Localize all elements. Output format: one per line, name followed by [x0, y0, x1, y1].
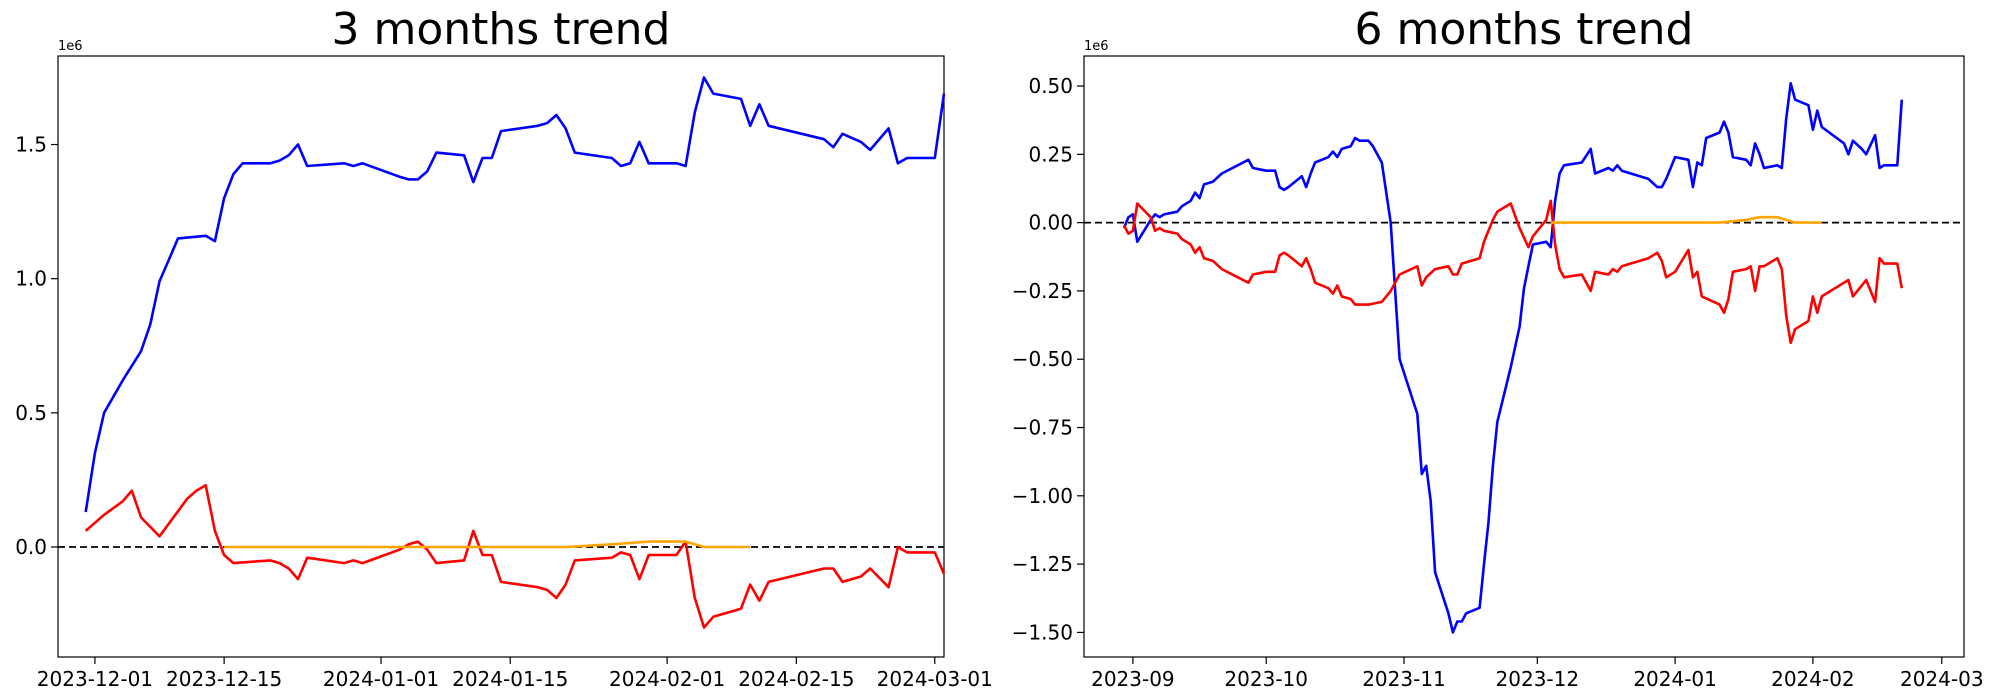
chart-3-months-trend: 3 months trend 1e6 2023-12-01 2023-12-15 2… [15, 4, 993, 691]
y-offset-label: 1e6 [58, 39, 83, 54]
y-tick-label: 1.5 [15, 133, 47, 157]
x-tick-label: 2024-01-15 [452, 667, 568, 691]
y-tick-group: 0.0 0.5 1.0 1.5 [15, 133, 58, 559]
x-tick-label: 2023-09 [1091, 667, 1175, 691]
x-tick-label: 2024-03-01 [877, 667, 993, 691]
x-tick-label: 2023-10 [1224, 667, 1308, 691]
chart-title: 6 months trend [1355, 4, 1694, 55]
y-tick-label: 0.00 [1028, 211, 1073, 235]
y-tick-label: 0.5 [15, 401, 47, 425]
chart-title: 3 months trend [332, 4, 671, 55]
x-tick-label: 2023-12-15 [166, 667, 282, 691]
y-tick-label: −0.75 [1012, 416, 1073, 440]
x-tick-label: 2024-02-01 [609, 667, 725, 691]
series-line-3 [224, 540, 751, 549]
y-tick-label: 0.50 [1028, 74, 1073, 98]
y-tick-label: −1.00 [1012, 484, 1073, 508]
x-tick-label: 2024-03 [1900, 667, 1984, 691]
y-tick-label: −1.25 [1012, 552, 1073, 576]
x-tick-label: 2023-12-01 [37, 667, 153, 691]
x-tick-label: 2023-12 [1496, 667, 1580, 691]
y-tick-label: 0.25 [1028, 142, 1073, 166]
y-tick-label: −0.50 [1012, 347, 1073, 371]
series-layer [1122, 82, 1904, 634]
series-line-2 [1122, 199, 1904, 345]
y-tick-label: 0.0 [15, 535, 47, 559]
x-tick-group: 2023-12-01 2023-12-15 2024-01-01 2024-01-15… [37, 657, 993, 691]
series-line-1 [1122, 82, 1904, 634]
series-line-1 [84, 76, 946, 513]
x-tick-label: 2024-02 [1771, 667, 1855, 691]
y-tick-label: −0.25 [1012, 279, 1073, 303]
x-tick-group: 2023-09 2023-10 2023-11 2023-12 2024-01 2024-… [1091, 657, 1984, 691]
y-tick-group: −1.50 −1.25 −1.00 −0.75 −0.50 −0.25 0.00 0.25 0.… [1012, 74, 1084, 644]
y-tick-label: 1.0 [15, 267, 47, 291]
y-tick-label: −1.50 [1012, 620, 1073, 644]
chart-6-months-trend: 6 months trend 1e6 2023-09 2023-10 2023-11… [1012, 4, 1984, 691]
x-tick-label: 2023-11 [1362, 667, 1446, 691]
plot-frame [57, 55, 945, 658]
series-line-2 [84, 483, 946, 629]
x-tick-label: 2024-01-01 [323, 667, 439, 691]
plot-frame [1083, 55, 1965, 658]
x-tick-label: 2024-01 [1633, 667, 1717, 691]
x-tick-label: 2024-02-15 [738, 667, 854, 691]
y-offset-label: 1e6 [1084, 39, 1109, 54]
series-layer [84, 76, 946, 629]
series-line-3 [1550, 215, 1822, 224]
